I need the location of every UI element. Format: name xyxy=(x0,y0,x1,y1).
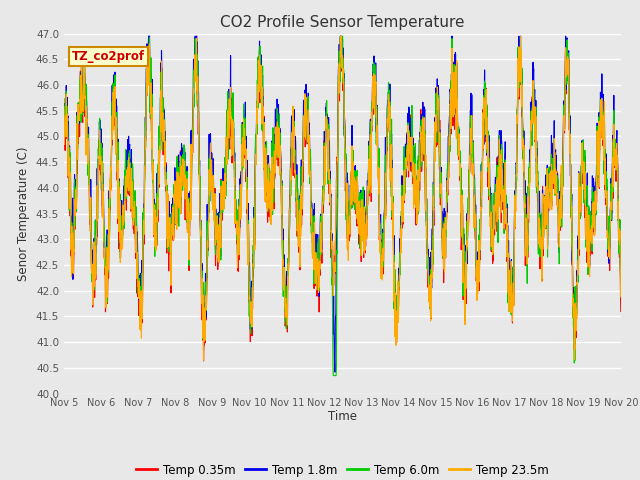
Title: CO2 Profile Sensor Temperature: CO2 Profile Sensor Temperature xyxy=(220,15,465,30)
Text: TZ_co2prof: TZ_co2prof xyxy=(72,50,145,63)
Y-axis label: Senor Temperature (C): Senor Temperature (C) xyxy=(17,146,30,281)
X-axis label: Time: Time xyxy=(328,410,357,423)
Legend: Temp 0.35m, Temp 1.8m, Temp 6.0m, Temp 23.5m: Temp 0.35m, Temp 1.8m, Temp 6.0m, Temp 2… xyxy=(131,459,554,480)
